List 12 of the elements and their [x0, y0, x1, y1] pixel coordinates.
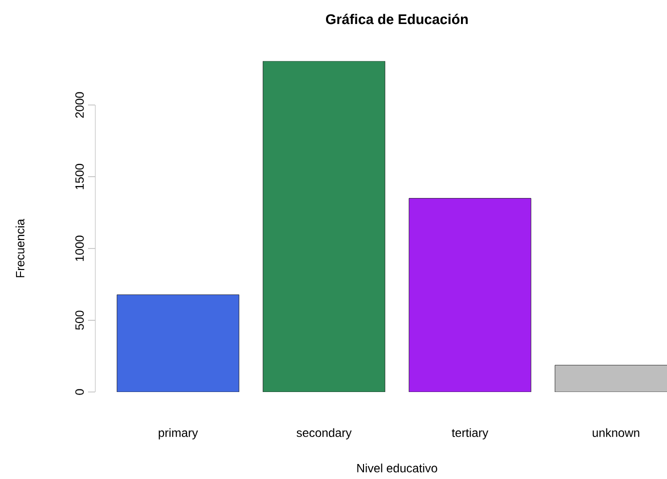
- x-tick-label: unknown: [592, 428, 640, 437]
- y-tick-label: 0: [75, 389, 84, 395]
- x-axis-title: Nivel educativo: [357, 464, 438, 472]
- y-tick-label: 1500: [75, 164, 84, 190]
- x-tick-label: tertiary: [452, 428, 488, 440]
- chart-title: Gráfica de Educación: [326, 14, 468, 24]
- y-axis-title: Frecuencia: [16, 218, 24, 278]
- y-tick-label: 500: [75, 310, 84, 330]
- y-tick-label: 2000: [75, 92, 84, 118]
- y-tick-label: 1000: [75, 236, 84, 261]
- x-tick-label: secondary: [296, 428, 352, 440]
- x-tick-label: primary: [158, 428, 198, 440]
